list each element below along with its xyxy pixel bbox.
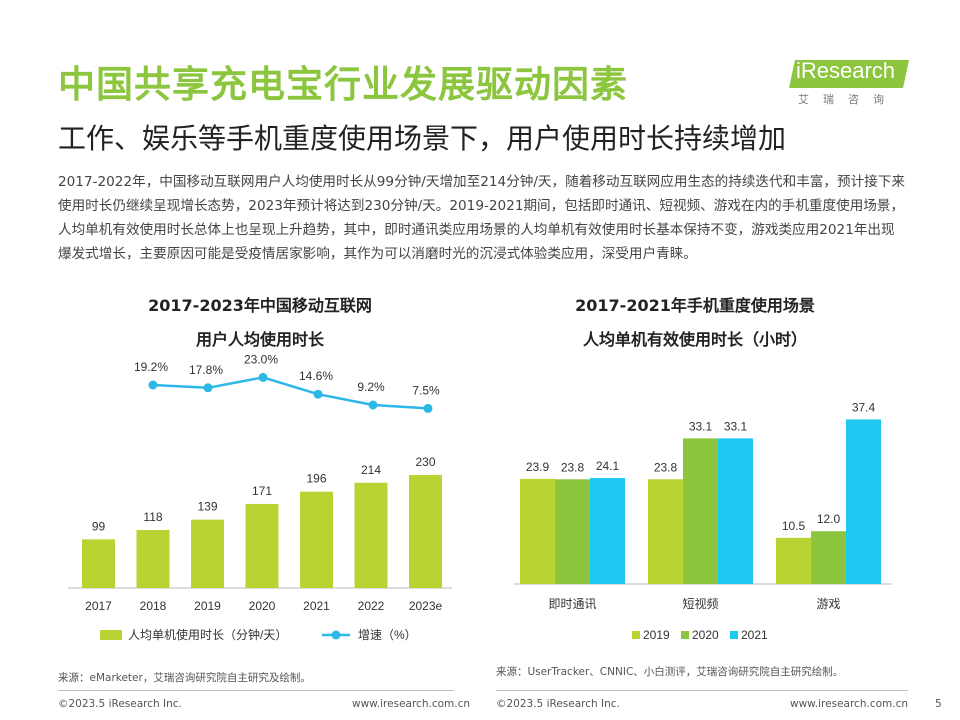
chart2-x-tick-即时通讯: 即时通讯 xyxy=(548,597,596,611)
chart1-title-line1: 2017-2023年中国移动互联网 xyxy=(148,296,372,315)
chart1-growth-point-2021 xyxy=(368,400,378,410)
chart2-legend-label-2021: 2021 xyxy=(741,628,768,642)
chart2-legend-swatch-2021 xyxy=(730,631,738,639)
chart1-growth-label-2020: 14.6% xyxy=(299,369,333,383)
chart1-x-tick-2022: 2022 xyxy=(358,599,385,613)
footer-url-left[interactable]: www.iresearch.com.cn xyxy=(352,698,471,710)
chart2-bar-即时通讯-2019 xyxy=(520,478,555,584)
footer-copyright-left: ©2023.5 iResearch Inc. xyxy=(58,698,182,710)
chart1-growth-label-2017: 19.2% xyxy=(134,360,168,374)
chart1-legend-bar-label: 人均单机使用时长（分钟/天） xyxy=(128,627,287,642)
chart1-bar-label-2017: 99 xyxy=(92,519,106,533)
chart2-title-line2: 人均单机有效使用时长（小时） xyxy=(582,330,807,349)
chart1-bar-label-2021: 196 xyxy=(306,472,326,486)
chart2-title-line1: 2017-2021年手机重度使用场景 xyxy=(575,296,815,315)
footer-divider-right xyxy=(496,690,908,691)
chart1-growth-point-2020 xyxy=(313,389,323,399)
chart2-bar-短视频-2021 xyxy=(718,438,753,584)
chart2-bar-短视频-2019 xyxy=(648,479,683,584)
chart2-bar-游戏-2020 xyxy=(811,531,846,584)
chart1-x-tick-2017: 2017 xyxy=(85,599,112,613)
chart1-growth-line xyxy=(152,376,429,410)
page-title: 中国共享充电宝行业发展驱动因素 xyxy=(58,63,628,106)
chart2-bar-短视频-2020 xyxy=(683,438,718,584)
chart1-bar-label-2020: 171 xyxy=(252,484,272,498)
chart1-growth-point-2017 xyxy=(148,380,158,390)
chart1-legend-line-marker xyxy=(331,630,341,640)
chart2-bar-即时通讯-2020 xyxy=(555,479,590,584)
chart2-svg: 23.9 23.8 24.1 即时通讯 23.8 33.1 33.1 短视频 10.5 12.0 3… xyxy=(514,400,892,642)
chart1-x-tick-2021: 2021 xyxy=(303,599,330,613)
chart1-x-tick-2018: 2018 xyxy=(140,599,167,613)
chart2-bar-游戏-2021 xyxy=(846,419,881,584)
chart2-bar-label-游戏-2021: 37.4 xyxy=(852,400,876,414)
chart1-bar-2020 xyxy=(245,503,279,588)
chart1-bar-2017 xyxy=(82,539,115,588)
chart1-x-tick-2020: 2020 xyxy=(249,599,276,613)
chart1-growth-point-2018 xyxy=(203,383,213,393)
footer-copyright-right: ©2023.5 iResearch Inc. xyxy=(496,698,620,710)
footer-url-right[interactable]: www.iresearch.com.cn xyxy=(790,698,909,710)
chart1-legend-bar-swatch xyxy=(100,630,122,640)
chart2-x-tick-短视频: 短视频 xyxy=(682,596,718,611)
chart1-bar-label-2022: 214 xyxy=(361,463,381,477)
chart1-growth-label-2021: 9.2% xyxy=(357,380,385,394)
chart1-bar-2018 xyxy=(136,529,170,588)
footer-divider-left xyxy=(58,690,454,691)
chart2-bar-label-游戏-2020: 12.0 xyxy=(817,512,841,526)
chart2-bar-label-即时通讯-2020: 23.8 xyxy=(561,460,585,474)
chart2-bar-游戏-2019 xyxy=(776,537,811,584)
chart1-growth-label-2022: 7.5% xyxy=(412,383,440,397)
chart1-x-tick-2019: 2019 xyxy=(194,599,221,613)
logo-text: iResearch xyxy=(796,58,896,83)
chart2-bar-label-即时通讯-2019: 23.9 xyxy=(526,460,550,474)
intro-paragraph: 2017-2022年，中国移动互联网用户人均使用时长从99分钟/天增加至214分… xyxy=(58,174,905,262)
chart1-bar-label-2019: 139 xyxy=(197,500,217,514)
chart1-x-tick-2023e: 2023e xyxy=(409,599,443,613)
chart2-legend-swatch-2019 xyxy=(632,631,640,639)
chart2-bar-label-短视频-2020: 33.1 xyxy=(689,419,713,433)
chart1-growth-label-2018: 17.8% xyxy=(189,363,223,377)
chart2-bar-label-短视频-2019: 23.8 xyxy=(654,460,678,474)
chart1-bar-2022 xyxy=(354,482,388,588)
chart2-legend-label-2019: 2019 xyxy=(643,628,670,642)
chart1-legend-line-label: 增速（%） xyxy=(358,628,417,642)
chart1-growth-label-2019: 23.0% xyxy=(244,352,278,366)
chart2-bar-label-即时通讯-2021: 24.1 xyxy=(596,459,620,473)
chart2-bar-即时通讯-2021 xyxy=(590,477,625,584)
chart1-svg: 99 2017 118 2018 139 2019 171 2020 196 2021 214 202… xyxy=(68,352,452,642)
page-subtitle: 工作、娱乐等手机重度使用场景下，用户使用时长持续增加 xyxy=(58,122,787,155)
chart2-legend-swatch-2020 xyxy=(681,631,689,639)
chart1-source: 来源：eMarketer，艾瑞咨询研究院自主研究及绘制。 xyxy=(58,672,311,684)
iresearch-logo: iResearch 艾瑞咨询 xyxy=(789,58,912,108)
page-number: 5 xyxy=(935,698,942,710)
logo-subtext: 艾瑞咨询 xyxy=(798,93,898,106)
chart1-bar-2021 xyxy=(300,491,333,588)
chart1-bar-label-2023e: 230 xyxy=(415,455,435,469)
chart1-growth-point-2019 xyxy=(258,372,268,382)
chart2-legend-label-2020: 2020 xyxy=(692,628,719,642)
chart2-bar-label-游戏-2019: 10.5 xyxy=(782,519,806,533)
chart2-bar-label-短视频-2021: 33.1 xyxy=(724,419,748,433)
chart1-title-line2: 用户人均使用时长 xyxy=(195,330,324,349)
chart2-source: 来源：UserTracker、CNNIC、小白测评，艾瑞咨询研究院自主研究绘制。 xyxy=(496,666,844,678)
chart1-bar-2019 xyxy=(191,519,224,588)
chart1-bar-label-2018: 118 xyxy=(143,510,162,524)
chart1-bar-2023e xyxy=(409,474,442,588)
chart1-growth-point-2022 xyxy=(423,403,433,413)
chart2-x-tick-游戏: 游戏 xyxy=(816,597,840,611)
